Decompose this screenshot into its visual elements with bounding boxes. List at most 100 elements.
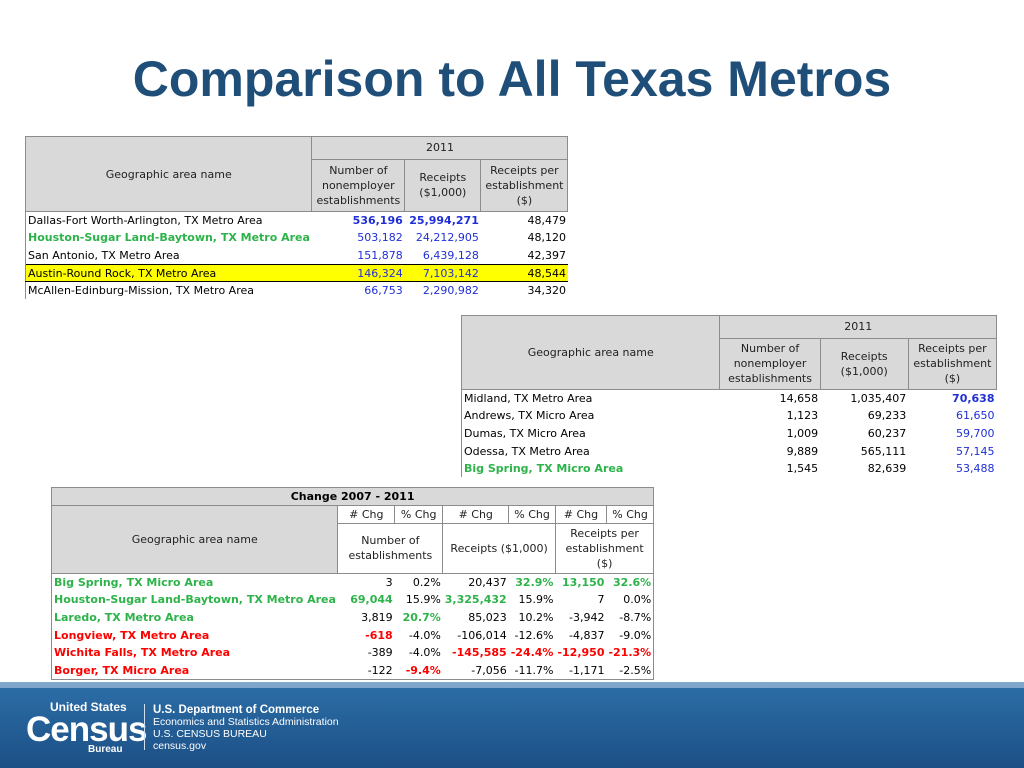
table-row: Big Spring, TX Micro Area 1,545 82,639 5… (460, 459, 997, 478)
establishments-value: 503,182 (357, 231, 403, 245)
area-name: Big Spring, TX Micro Area (460, 459, 720, 478)
est-num-chg: 69,044 (350, 593, 393, 607)
establishments-value: 66,753 (364, 284, 403, 298)
table-row: Wichita Falls, TX Metro Area -389 -4.0% … (50, 643, 655, 662)
est-num-chg: 3,819 (361, 610, 393, 624)
receipts-value: 60,237 (867, 426, 907, 440)
header-per-num-chg: # Chg (554, 505, 607, 524)
table-row: Laredo, TX Metro Area 3,819 20.7% 85,023… (50, 608, 655, 627)
est-num-chg: -389 (367, 646, 393, 660)
change-table: Change 2007 - 2011 Geographic area name … (50, 487, 655, 680)
logo-divider (144, 704, 145, 750)
rec-pct-chg: 10.2% (518, 610, 554, 624)
establishments-value: 9,889 (786, 444, 819, 458)
establishments-value: 1,545 (786, 462, 819, 476)
per-pct-chg: -9.0% (606, 626, 655, 644)
establishments-value: 151,878 (357, 248, 403, 262)
area-name: Big Spring, TX Micro Area (50, 573, 338, 592)
per-num-chg: -3,942 (569, 610, 605, 624)
establishments-value: 14,658 (779, 392, 819, 406)
receipts-value: 2,290,982 (422, 284, 479, 298)
est-pct-chg: -9.4% (394, 661, 443, 680)
per-pct-chg: -2.5% (606, 661, 655, 680)
per-num-chg: -1,171 (555, 661, 607, 680)
header-receipts: Receipts ($1,000) (442, 522, 556, 575)
area-name: Laredo, TX Metro Area (50, 608, 338, 627)
per-pct-chg: -21.3% (606, 643, 655, 662)
rec-pct-chg: 32.9% (515, 576, 554, 590)
per-num-chg: 7 (597, 593, 605, 607)
logo-bureau: Bureau (88, 744, 123, 755)
receipts-per-value: 53,488 (956, 462, 995, 476)
per-pct-chg: -8.7% (606, 608, 655, 627)
census-bureau-logo[interactable]: United States Census Bureau (26, 700, 147, 760)
footer-agency-text: U.S. Department of Commerce Economics an… (153, 704, 339, 752)
header-year: 2011 (719, 315, 997, 339)
west-texas-table: Geographic area name 2011 Number of none… (460, 315, 998, 478)
area-name: Houston-Sugar Land-Baytown, TX Metro Are… (50, 591, 338, 609)
header-establishments: Number of establishments (337, 522, 444, 575)
header-rec-num-chg: # Chg (442, 505, 510, 524)
header-geographic-area: Geographic area name (50, 505, 339, 574)
table-row: Odessa, TX Metro Area 9,889 565,111 57,1… (460, 442, 997, 460)
rec-num-chg: 20,437 (468, 576, 507, 590)
header-period: Change 2007 - 2011 (50, 487, 655, 506)
est-num-chg: -618 (365, 628, 393, 642)
area-name: Austin-Round Rock, TX Metro Area (24, 263, 312, 283)
establishments-value: 1,009 (786, 426, 819, 440)
per-pct-chg: 32.6% (606, 573, 655, 592)
table-row: Dallas-Fort Worth-Arlington, TX Metro Ar… (24, 211, 568, 230)
receipts-value: 82,639 (867, 462, 907, 476)
footer-divider (0, 682, 1024, 688)
rec-pct-chg: -11.7% (508, 661, 556, 680)
receipts-per-value: 70,638 (952, 392, 995, 406)
per-pct-chg: 0.0% (606, 591, 655, 609)
area-name: Andrews, TX Micro Area (460, 407, 720, 425)
header-establishments: Number of nonemployer establishments (311, 158, 406, 213)
table-row: Andrews, TX Micro Area 1,123 69,233 61,6… (460, 407, 997, 425)
header-establishments: Number of nonemployer establishments (719, 337, 821, 391)
table-row: Dumas, TX Micro Area 1,009 60,237 59,700 (460, 424, 997, 443)
receipts-per-value: 48,120 (527, 231, 566, 245)
est-pct-chg: -4.0% (408, 628, 441, 642)
rec-num-chg: -7,056 (442, 661, 509, 680)
receipts-value: 565,111 (860, 444, 907, 458)
footer-banner: United States Census Bureau U.S. Departm… (0, 682, 1024, 768)
logo-united-states: United States (50, 700, 127, 714)
table-row: San Antonio, TX Metro Area 151,878 6,439… (24, 246, 568, 265)
header-receipts-per-establishment: Receipts per establishment ($) (907, 337, 998, 391)
footer-bureau: U.S. CENSUS BUREAU (153, 728, 267, 740)
rec-num-chg: -145,585 (452, 646, 507, 660)
header-receipts-per-establishment: Receipts per establishment ($) (480, 158, 569, 213)
footer-administration: Economics and Statistics Administration (153, 716, 339, 728)
est-pct-chg: 15.9% (405, 593, 441, 607)
per-num-chg: -12,950 (557, 646, 605, 660)
header-year: 2011 (311, 136, 569, 160)
header-rec-pct-chg: % Chg (508, 505, 556, 524)
logo-census: Census (26, 710, 147, 749)
receipts-value: 69,233 (867, 409, 907, 423)
receipts-per-value: 57,145 (956, 444, 995, 458)
rec-pct-chg: -24.4% (510, 646, 554, 660)
area-name: Longview, TX Metro Area (50, 626, 338, 644)
table-row: Borger, TX Micro Area -122 -9.4% -7,056 … (50, 661, 655, 680)
receipts-per-value: 42,397 (527, 248, 566, 262)
rec-num-chg: 3,325,432 (444, 593, 507, 607)
area-name: Dallas-Fort Worth-Arlington, TX Metro Ar… (24, 211, 312, 230)
footer-website-link[interactable]: census.gov (153, 740, 207, 752)
area-name: Wichita Falls, TX Metro Area (50, 643, 338, 662)
table-row: Midland, TX Metro Area 14,658 1,035,407 … (460, 389, 997, 408)
header-est-pct-chg: % Chg (394, 505, 444, 524)
receipts-value: 6,439,128 (422, 248, 479, 262)
rec-pct-chg: -12.6% (514, 628, 554, 642)
area-name: McAllen-Edinburg-Mission, TX Metro Area (24, 281, 312, 300)
rec-pct-chg: 15.9% (518, 593, 554, 607)
receipts-per-value: 48,544 (480, 263, 568, 283)
rec-num-chg: 85,023 (468, 610, 507, 624)
area-name: Houston-Sugar Land-Baytown, TX Metro Are… (24, 229, 312, 247)
receipts-value: 7,103,142 (404, 263, 481, 283)
est-num-chg: 3 (385, 576, 393, 590)
area-name: Dumas, TX Micro Area (460, 424, 720, 443)
area-name: Odessa, TX Metro Area (460, 442, 720, 460)
large-metros-table: Geographic area name 2011 Number of none… (24, 136, 569, 300)
